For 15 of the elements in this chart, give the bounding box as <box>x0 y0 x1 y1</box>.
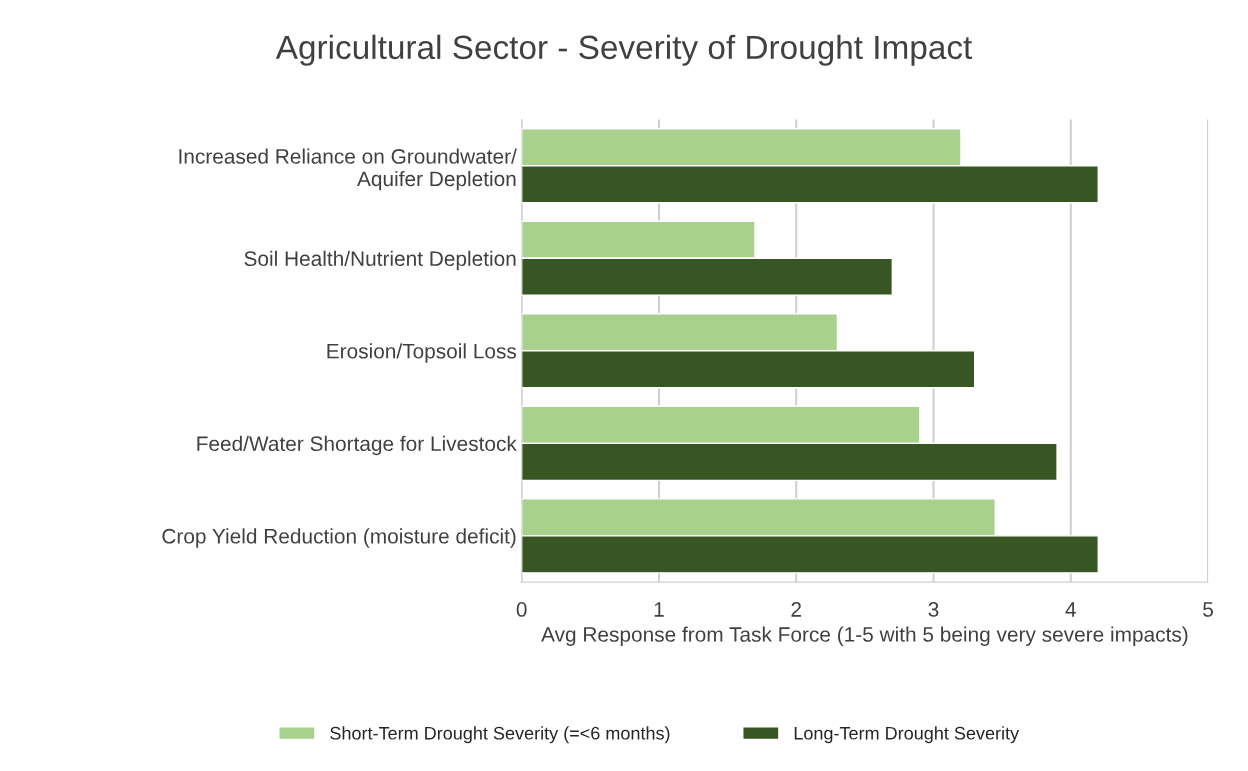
x-tick-label: 3 <box>928 602 939 617</box>
x-tick-label: 2 <box>791 602 801 617</box>
legend-label: Long-Term Drought Severity <box>794 726 1020 744</box>
y-tick-label: Crop Yield Reduction (moisture deficit) <box>162 528 516 548</box>
y-tick-label: Soil Health/Nutrient Depletion <box>244 250 516 271</box>
chart-title: Agricultural Sector - Severity of Drought Impact <box>275 34 973 66</box>
legend-label: Short-Term Drought Severity (=<6 months) <box>330 726 670 744</box>
y-tick-label: Feed/Water Shortage for Livestock <box>197 435 517 456</box>
x-tick-label: 1 <box>654 602 664 617</box>
x-axis-title: Avg Response from Task Force (1-5 with 5 being very severe impacts) <box>541 626 1188 646</box>
y-tick-label: Increased Reliance on Groundwater/ Aquifer Depletion <box>179 148 517 191</box>
x-tick-label: 4 <box>1065 602 1076 617</box>
x-tick-label: 5 <box>1203 602 1213 617</box>
x-tick-label: 0 <box>516 602 527 617</box>
y-tick-label: Erosion/Topsoil Loss <box>327 343 517 363</box>
